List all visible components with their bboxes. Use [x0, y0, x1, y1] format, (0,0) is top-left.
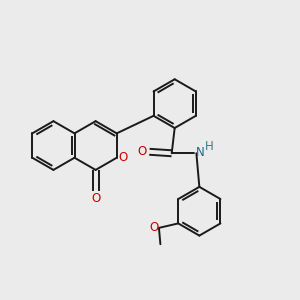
Text: O: O — [91, 192, 100, 205]
Text: O: O — [137, 145, 147, 158]
Text: H: H — [205, 140, 214, 153]
Text: N: N — [196, 146, 204, 159]
Text: O: O — [149, 221, 158, 234]
Text: O: O — [118, 151, 128, 164]
